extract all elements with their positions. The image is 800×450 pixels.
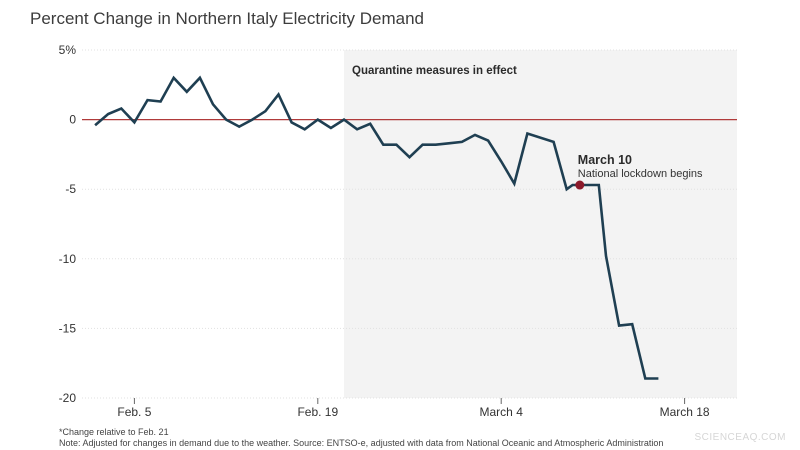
y-tick-label: 0 <box>69 113 76 127</box>
quarantine-region-group: Quarantine measures in effect <box>344 50 737 398</box>
annotation-text: National lockdown begins <box>578 168 703 180</box>
annotation-title: March 10 <box>578 153 632 167</box>
gridlines-group <box>82 49 737 399</box>
watermark: SCIENCEAQ.COM <box>694 432 786 443</box>
y-tick-label: -10 <box>59 252 77 266</box>
x-axis-ticks: Feb. 5 Feb. 19 March 4 March 18 <box>117 398 710 419</box>
y-tick-label: -20 <box>59 391 77 405</box>
quarantine-region <box>344 50 737 398</box>
y-tick-label: -15 <box>59 321 77 335</box>
y-tick-label: 5% <box>59 43 77 57</box>
x-tick-label: March 4 <box>480 405 524 419</box>
footnote: *Change relative to Feb. 21 <box>59 427 169 437</box>
lockdown-marker <box>575 180 585 190</box>
x-tick-label: Feb. 19 <box>297 405 338 419</box>
y-axis-ticks: 5% 0 -5 -10 -15 -20 <box>59 43 77 405</box>
source-note: Note: Adjusted for changes in demand due… <box>59 438 664 448</box>
x-tick-label: Feb. 5 <box>117 405 151 419</box>
quarantine-region-label: Quarantine measures in effect <box>352 65 517 77</box>
y-tick-label: -5 <box>65 182 76 196</box>
chart-title: Percent Change in Northern Italy Electri… <box>30 9 425 28</box>
x-tick-label: March 18 <box>660 405 710 419</box>
